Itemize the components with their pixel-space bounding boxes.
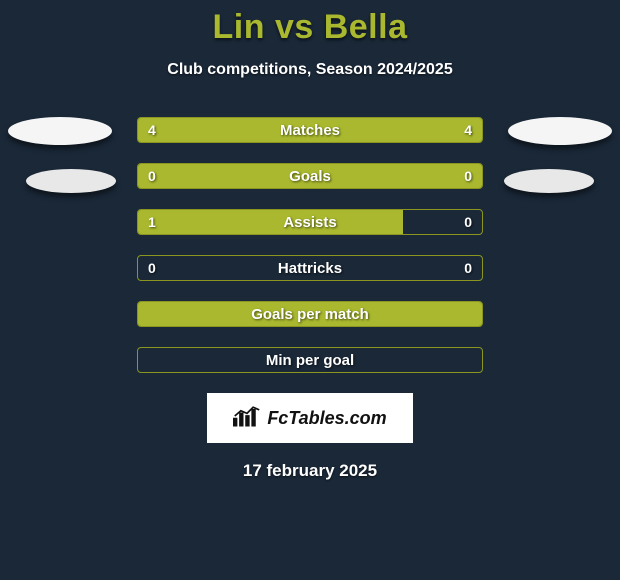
bar-label: Assists [138,210,482,234]
player-left-marker-bot [26,169,116,193]
player-right-marker-top [508,117,612,145]
footer-logo-text: FcTables.com [267,408,386,429]
stat-bar: 00Hattricks [137,255,483,281]
bar-label: Goals per match [138,302,482,326]
player-left-marker-top [8,117,112,145]
page-title: Lin vs Bella [0,0,620,47]
footer-date: 17 february 2025 [0,461,620,481]
stat-bar: 00Goals [137,163,483,189]
stat-bar: Goals per match [137,301,483,327]
subtitle: Club competitions, Season 2024/2025 [0,61,620,79]
footer-logo: FcTables.com [207,393,413,443]
bar-label: Matches [138,118,482,142]
bar-label: Hattricks [138,256,482,280]
comparison-bars: 44Matches 00Goals 10Assists 00Hattricks Goal… [137,117,483,373]
stat-bar: 10Assists [137,209,483,235]
stats-area: 44Matches 00Goals 10Assists 00Hattricks Goal… [0,117,620,373]
bar-label: Min per goal [138,348,482,372]
chart-icon [233,405,261,432]
bar-label: Goals [138,164,482,188]
player-right-marker-bot [504,169,594,193]
stat-bar: 44Matches [137,117,483,143]
stat-bar: Min per goal [137,347,483,373]
